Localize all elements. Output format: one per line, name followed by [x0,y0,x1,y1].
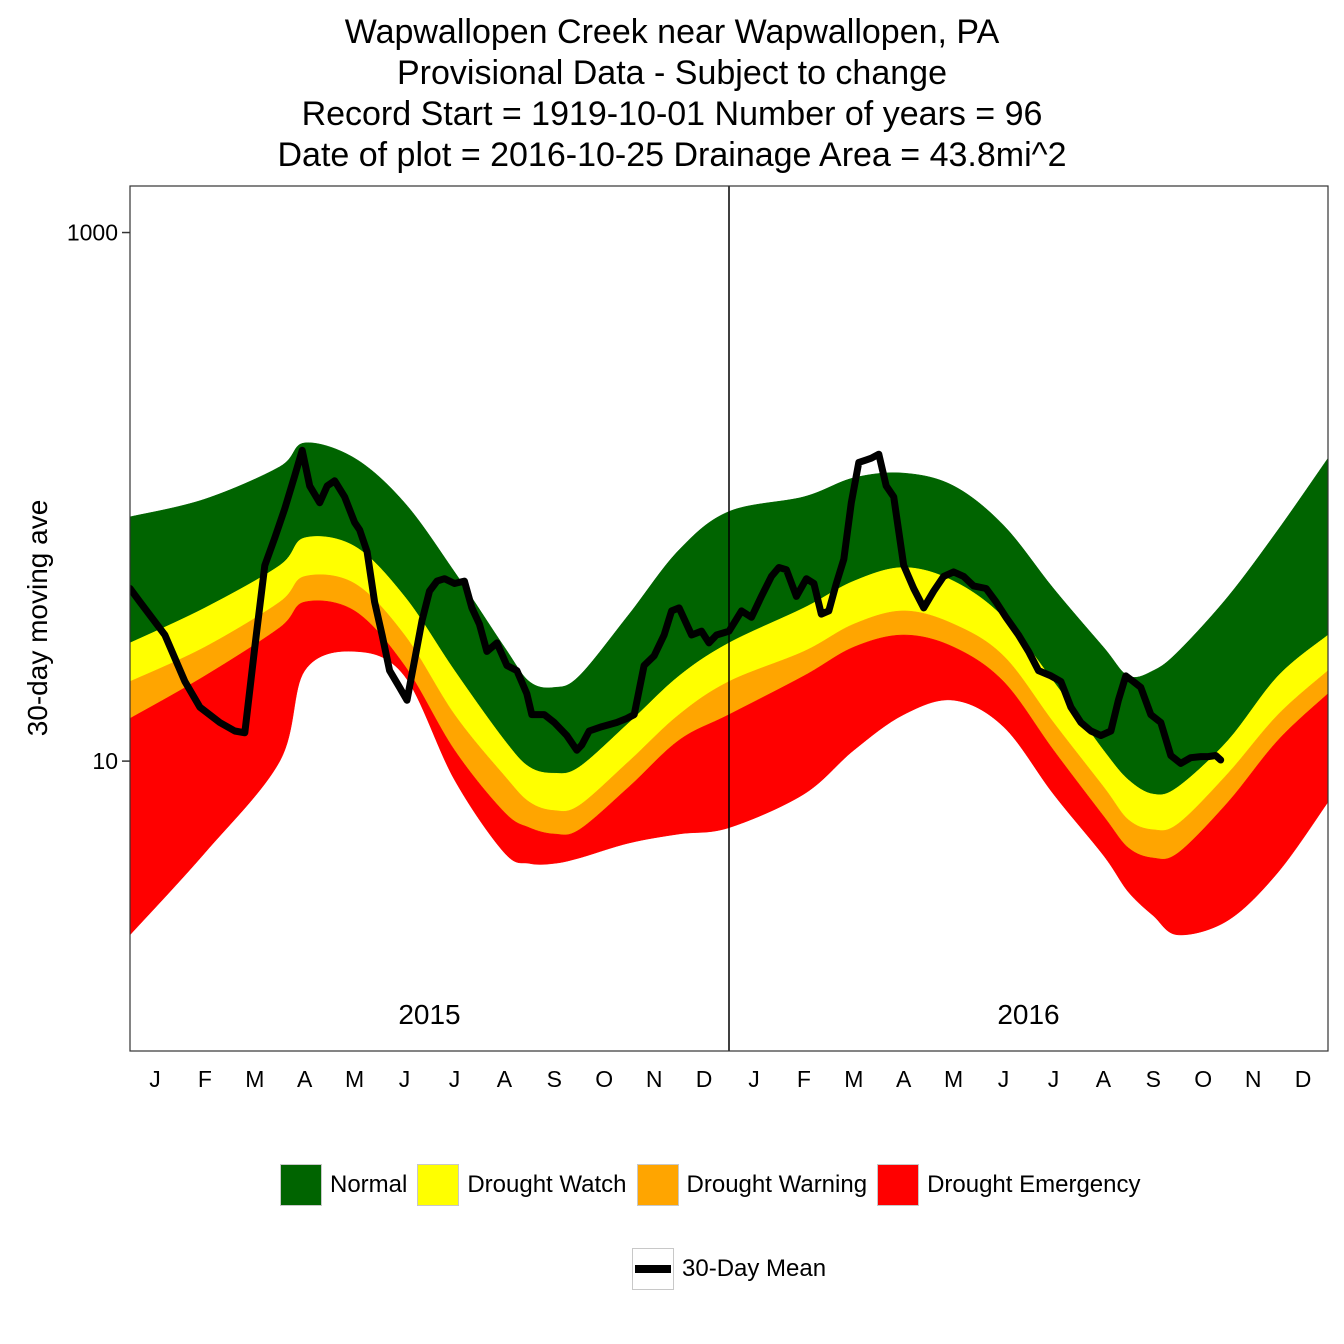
legend-item-watch: Drought Watch [417,1164,627,1206]
x-tick-label: J [449,1066,461,1092]
legend-swatch-watch [418,1165,459,1205]
legend-swatch-normal [281,1165,321,1205]
plot-border [129,185,1329,1052]
x-tick-label: F [198,1066,212,1092]
chart-title: Wapwallopen Creek near Wapwallopen, PA [344,13,1000,51]
x-tick-label: J [1048,1066,1060,1092]
year-label-2015: 2015 [398,999,460,1030]
x-tick-label: A [297,1066,313,1092]
y-axis-label: 30-day moving ave [22,500,53,737]
legend-label-emergency: Drought Emergency [927,1171,1141,1198]
legend-swatch-emergency [878,1165,919,1205]
x-tick-label: J [149,1066,161,1092]
legend-item-warning: Drought Warning [636,1164,868,1206]
series-30-day-mean [130,446,1225,767]
chart-subtitle-date: Date of plot = 2016-10-25 Drainage Area … [277,136,1067,174]
legend-swatch-warning [637,1165,678,1205]
legend-label-normal: Normal [330,1171,408,1198]
legend-item-normal: Normal [280,1164,407,1206]
x-tick-label: O [1194,1066,1212,1092]
x-tick-label: N [1245,1066,1262,1092]
x-tick-label: S [547,1066,562,1092]
chart-subtitle-provisional: Provisional Data - Subject to change [397,54,947,92]
x-tick-label: J [748,1066,760,1092]
x-tick-label: N [646,1066,663,1092]
legend-label-mean: 30-Day Mean [682,1255,827,1282]
x-tick-label: O [595,1066,613,1092]
x-tick-label: M [944,1066,963,1092]
chart-titles: Wapwallopen Creek near Wapwallopen, PA P… [0,12,1344,176]
x-tick-label: F [797,1066,811,1092]
x-tick-label: D [1295,1066,1312,1092]
x-tick-label: A [497,1066,513,1092]
chart-subtitle-record: Record Start = 1919-10-01 Number of year… [301,95,1043,133]
x-tick-label: S [1146,1066,1161,1092]
x-tick-label: J [998,1066,1010,1092]
x-tick-label: A [1096,1066,1112,1092]
legend-item-mean: 30-Day Mean [632,1248,826,1290]
legend-label-warning: Drought Warning [686,1171,868,1198]
legend-swatch-mean [635,1265,671,1273]
x-tick-label: A [896,1066,912,1092]
legend-item-emergency: Drought Emergency [877,1164,1141,1206]
legend-label-watch: Drought Watch [467,1171,627,1198]
year-label-2016: 2016 [997,999,1059,1030]
x-tick-label: M [245,1066,264,1092]
y-tick-label: 1000 [67,220,118,246]
x-tick-label: M [844,1066,863,1092]
y-tick-label: 10 [92,748,118,774]
line-legend: 30-Day Mean [632,1248,836,1290]
x-tick-label: M [345,1066,364,1092]
x-tick-label: D [696,1066,713,1092]
x-tick-label: J [399,1066,411,1092]
band-legend: Normal Drought Watch Drought Warning Dro… [280,1164,1151,1206]
